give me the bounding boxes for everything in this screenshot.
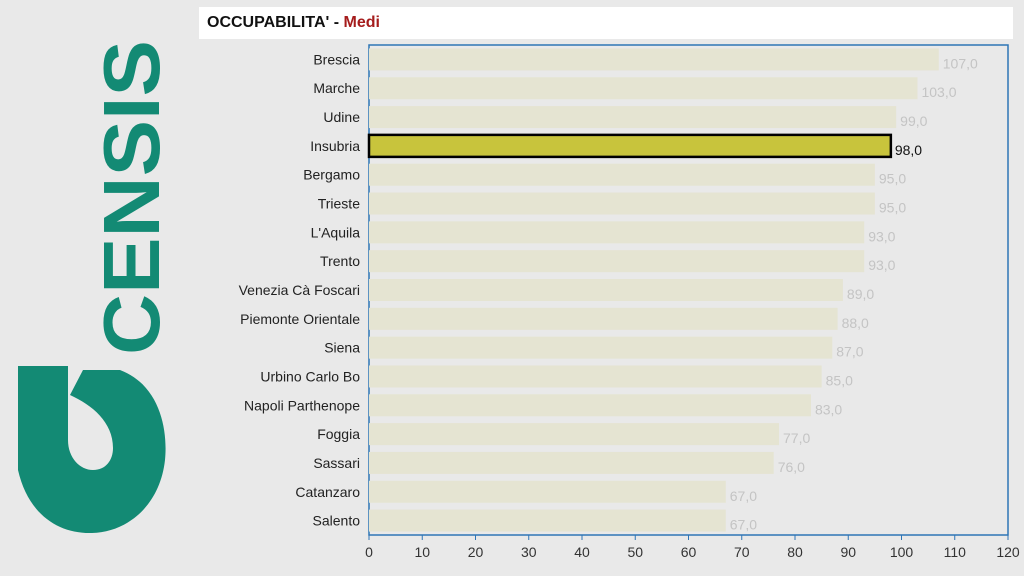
category-label: Sassari (313, 455, 360, 471)
x-tick-label: 100 (890, 544, 914, 560)
x-tick-label: 60 (681, 544, 697, 560)
category-label: L'Aquila (311, 224, 361, 240)
bar (369, 163, 875, 186)
category-label: Trieste (318, 196, 360, 212)
bar (369, 48, 939, 71)
x-tick-label: 0 (365, 544, 373, 560)
category-label: Venezia Cà Foscari (239, 282, 360, 298)
x-tick-label: 80 (787, 544, 803, 560)
value-label: 93,0 (868, 228, 895, 244)
bar (369, 279, 843, 301)
value-label: 95,0 (879, 200, 906, 216)
category-label: Urbino Carlo Bo (260, 368, 360, 384)
bar (369, 106, 897, 129)
category-label: Marche (313, 80, 360, 96)
value-label: 76,0 (778, 459, 805, 475)
logo-mark (18, 366, 166, 534)
x-tick-label: 50 (627, 544, 643, 560)
x-tick-label: 40 (574, 544, 590, 560)
chart-title: OCCUPABILITA' (207, 14, 330, 31)
x-tick-label: 90 (840, 544, 856, 560)
logo-mark-dot (77, 440, 101, 464)
bar (369, 423, 780, 446)
value-label: 107,0 (943, 55, 978, 71)
chart-title-separator: - (329, 14, 344, 31)
category-label: Piemonte Orientale (240, 311, 360, 327)
logo-text: CENSIS (87, 40, 176, 355)
category-label: Insubria (310, 138, 360, 154)
bar (369, 192, 875, 215)
bar (369, 451, 774, 474)
category-label: Foggia (317, 426, 360, 442)
bar (369, 394, 811, 417)
x-tick-label: 120 (996, 544, 1020, 560)
chart-title-bar: OCCUPABILITA' - Medi (199, 7, 1013, 39)
category-label: Salento (313, 513, 361, 529)
x-tick-label: 70 (734, 544, 750, 560)
x-tick-label: 10 (414, 544, 430, 560)
value-label: 89,0 (847, 286, 874, 302)
bar-chart: Brescia 107,0 Marche 103,0 Udine 99,0 Insubria… (239, 44, 1020, 560)
bar (369, 509, 726, 532)
value-label: 103,0 (921, 84, 956, 100)
category-label: Catanzaro (295, 484, 360, 500)
value-label: 87,0 (836, 344, 863, 360)
category-label: Brescia (313, 51, 360, 67)
bar (369, 480, 726, 503)
value-label: 98,0 (895, 142, 922, 158)
bar (369, 336, 833, 359)
chart-subtitle: Medi (343, 14, 380, 31)
bar (369, 365, 822, 388)
value-label: 85,0 (826, 372, 853, 388)
value-label: 83,0 (815, 401, 842, 417)
x-tick-label: 20 (468, 544, 484, 560)
value-label: 99,0 (900, 113, 927, 129)
category-label: Siena (324, 340, 360, 356)
category-label: Napoli Parthenope (244, 397, 360, 413)
value-label: 93,0 (868, 257, 895, 273)
bar (369, 77, 918, 100)
category-label: Trento (320, 253, 360, 269)
value-label: 88,0 (842, 315, 869, 331)
bar (369, 250, 865, 273)
x-tick-label: 110 (944, 544, 967, 560)
bar (369, 221, 865, 244)
value-label: 67,0 (730, 517, 757, 533)
value-label: 67,0 (730, 488, 757, 504)
category-label: Bergamo (303, 167, 360, 183)
bar (369, 307, 838, 330)
censis-logo: CENSIS (18, 40, 176, 534)
category-label: Udine (323, 109, 360, 125)
x-tick-label: 30 (521, 544, 537, 560)
value-label: 77,0 (783, 430, 810, 446)
bar-highlighted (367, 133, 893, 159)
value-label: 95,0 (879, 171, 906, 187)
